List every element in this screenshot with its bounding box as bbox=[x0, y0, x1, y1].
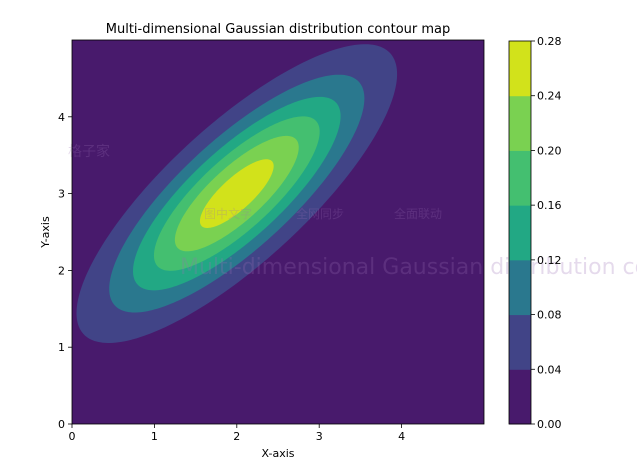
x-tick-label: 2 bbox=[233, 430, 240, 443]
colorbar-band bbox=[509, 41, 531, 97]
colorbar-ticks: 0.00 0.04 0.08 0.12 0.16 0.20 0.24 0.28 bbox=[531, 35, 562, 431]
colorbar-tick-label: 0.16 bbox=[537, 199, 562, 212]
x-tick-label: 0 bbox=[69, 430, 76, 443]
plot-area: 格子家 图中文字 全网同步 全面联动 Multi-dimensional Gau… bbox=[68, 39, 637, 425]
colorbar-band bbox=[509, 205, 531, 261]
colorbar: 0.00 0.04 0.08 0.12 0.16 0.20 0.24 0.28 bbox=[508, 35, 562, 431]
y-axis-ticks: 0 1 2 3 4 bbox=[58, 111, 72, 431]
watermark-line1-c: 全面联动 bbox=[394, 206, 442, 221]
colorbar-tick-label: 0.00 bbox=[537, 418, 562, 431]
colorbar-band bbox=[509, 150, 531, 206]
colorbar-band bbox=[509, 369, 531, 425]
watermark-line1-b: 全网同步 bbox=[296, 206, 344, 221]
colorbar-tick-label: 0.20 bbox=[537, 144, 562, 157]
colorbar-tick-label: 0.08 bbox=[537, 309, 562, 322]
y-axis-label: Y-axis bbox=[39, 216, 52, 249]
colorbar-band bbox=[509, 259, 531, 316]
colorbar-tick-label: 0.28 bbox=[537, 35, 562, 48]
watermark-line2: Multi-dimensional Gaussian distribution … bbox=[180, 255, 637, 280]
contour-bands bbox=[76, 44, 398, 343]
colorbar-tick-label: 0.04 bbox=[537, 363, 562, 376]
contour-band bbox=[199, 159, 274, 228]
y-tick-label: 3 bbox=[58, 188, 65, 201]
x-tick-label: 3 bbox=[316, 430, 323, 443]
colorbar-band bbox=[509, 314, 531, 370]
y-tick-label: 1 bbox=[58, 341, 65, 354]
watermark-line1-a: 图中文字 bbox=[204, 206, 252, 221]
y-tick-label: 4 bbox=[58, 111, 65, 124]
x-axis-ticks: 0 1 2 3 4 bbox=[69, 424, 405, 443]
colorbar-tick-label: 0.12 bbox=[537, 254, 562, 267]
watermark-layer: 格子家 图中文字 全网同步 全面联动 Multi-dimensional Gau… bbox=[68, 143, 637, 280]
x-tick-label: 4 bbox=[398, 430, 405, 443]
x-tick-label: 1 bbox=[151, 430, 158, 443]
colorbar-band bbox=[509, 95, 531, 151]
colorbar-frame bbox=[508, 40, 532, 425]
plot-frame bbox=[71, 39, 485, 425]
colorbar-bands bbox=[509, 41, 531, 425]
x-axis-label: X-axis bbox=[262, 447, 295, 460]
chart-title: Multi-dimensional Gaussian distribution … bbox=[106, 22, 451, 37]
watermark-brand: 格子家 bbox=[68, 143, 110, 160]
colorbar-tick-label: 0.24 bbox=[537, 90, 562, 103]
y-tick-label: 2 bbox=[58, 264, 65, 277]
y-tick-label: 0 bbox=[58, 418, 65, 431]
